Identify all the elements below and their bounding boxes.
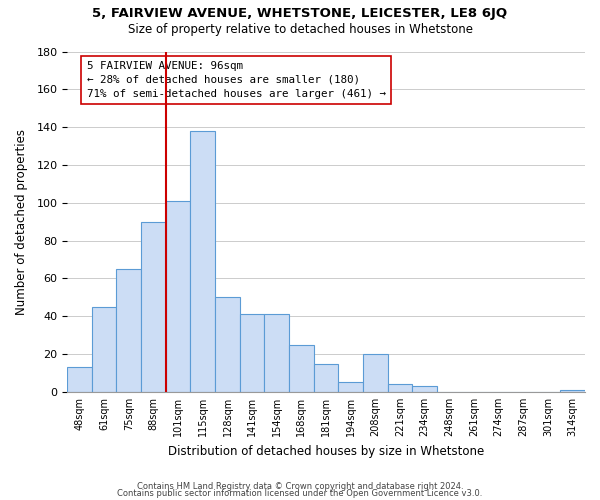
Bar xyxy=(215,298,240,392)
Bar xyxy=(190,131,215,392)
Text: 5 FAIRVIEW AVENUE: 96sqm
← 28% of detached houses are smaller (180)
71% of semi-: 5 FAIRVIEW AVENUE: 96sqm ← 28% of detach… xyxy=(87,61,386,99)
Bar xyxy=(363,354,388,392)
Text: Size of property relative to detached houses in Whetstone: Size of property relative to detached ho… xyxy=(128,22,473,36)
Bar xyxy=(92,307,116,392)
Text: Contains public sector information licensed under the Open Government Licence v3: Contains public sector information licen… xyxy=(118,490,482,498)
Bar xyxy=(166,201,190,392)
Bar xyxy=(67,368,92,392)
Bar xyxy=(338,382,363,392)
Y-axis label: Number of detached properties: Number of detached properties xyxy=(15,128,28,314)
Bar xyxy=(412,386,437,392)
Bar xyxy=(314,364,338,392)
Bar xyxy=(289,344,314,392)
Text: 5, FAIRVIEW AVENUE, WHETSTONE, LEICESTER, LE8 6JQ: 5, FAIRVIEW AVENUE, WHETSTONE, LEICESTER… xyxy=(92,8,508,20)
X-axis label: Distribution of detached houses by size in Whetstone: Distribution of detached houses by size … xyxy=(168,444,484,458)
Bar xyxy=(265,314,289,392)
Bar xyxy=(560,390,585,392)
Bar xyxy=(116,269,141,392)
Bar xyxy=(240,314,265,392)
Bar xyxy=(388,384,412,392)
Text: Contains HM Land Registry data © Crown copyright and database right 2024.: Contains HM Land Registry data © Crown c… xyxy=(137,482,463,491)
Bar xyxy=(141,222,166,392)
